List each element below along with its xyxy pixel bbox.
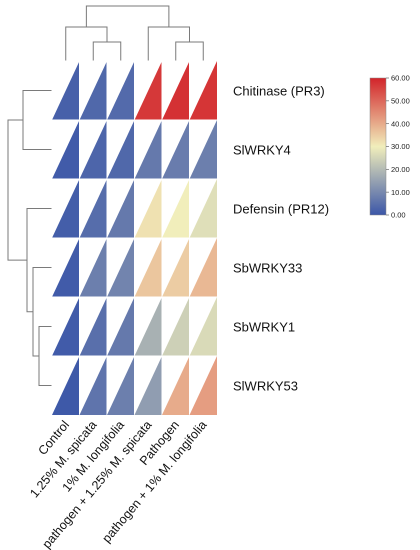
column-dendrogram [65, 5, 204, 61]
colorbar: 0.00 10.00 20.00 30.00 40.00 50.00 60.00 [369, 74, 410, 220]
cell-slwrky53-1-m-longifolia [107, 356, 135, 415]
cell-sbwrky33-pathogen [162, 238, 190, 297]
row-dendrogram-branch [22, 90, 52, 150]
cell-chitinase-pr3-control [52, 61, 80, 120]
cell-slwrky4-pathogen [162, 120, 190, 179]
cell-slwrky53-pathogen-1-m-longifolia [189, 356, 217, 415]
cell-slwrky4-pathogen-1-25-m-spicata [134, 120, 162, 179]
row-dendrogram-branch [32, 267, 52, 357]
cell-slwrky4-control [52, 120, 80, 179]
cell-sbwrky33-1-25-m-spicata [79, 238, 107, 297]
cell-chitinase-pr3-1-m-longifolia [107, 61, 135, 120]
column-dendrogram-branch [175, 41, 204, 61]
cell-slwrky4-pathogen-1-m-longifolia [189, 120, 217, 179]
column-dendrogram-branch [65, 26, 108, 61]
cell-slwrky53-1-25-m-spicata [79, 356, 107, 415]
cell-sbwrky1-1-25-m-spicata [79, 297, 107, 356]
row-labels: Chitinase (PR3) SlWRKY4 Defensin (PR12) SbW… [233, 84, 329, 394]
cell-defensin-pr12-pathogen [162, 179, 190, 238]
cell-slwrky4-1-25-m-spicata [79, 120, 107, 179]
heatmap-cells [51, 60, 218, 416]
cell-sbwrky33-1-m-longifolia [107, 238, 135, 297]
colorbar-tick-label: 50.00 [391, 96, 410, 105]
cell-chitinase-pr3-1-25-m-spicata [79, 61, 107, 120]
colorbar-tick-label: 10.00 [391, 188, 410, 197]
cell-slwrky53-pathogen [162, 356, 190, 415]
colorbar-gradient [369, 77, 387, 216]
colorbar-tick-label: 20.00 [391, 165, 410, 174]
cell-sbwrky33-pathogen-1-25-m-spicata [134, 238, 162, 297]
cell-defensin-pr12-pathogen-1-m-longifolia [189, 179, 217, 238]
cell-sbwrky1-pathogen-1-25-m-spicata [134, 297, 162, 356]
cell-chitinase-pr3-pathogen-1-m-longifolia [189, 61, 217, 120]
row-label-slwrky4: SlWRKY4 [233, 143, 291, 158]
column-dendrogram-branch [147, 26, 190, 61]
column-dendrogram-branch [85, 5, 170, 27]
cell-slwrky53-control [52, 356, 80, 415]
cell-sbwrky1-pathogen-1-m-longifolia [189, 297, 217, 356]
cell-chitinase-pr3-pathogen [162, 61, 190, 120]
cell-slwrky4-1-m-longifolia [107, 120, 135, 179]
row-label-slwrky53: SlWRKY53 [233, 379, 298, 394]
row-label-sbwrky33: SbWRKY33 [233, 261, 302, 276]
row-dendrogram [7, 90, 52, 386]
cell-chitinase-pr3-pathogen-1-25-m-spicata [134, 61, 162, 120]
row-dendrogram-branch [38, 326, 52, 386]
row-label-chitinase-pr3: Chitinase (PR3) [233, 84, 325, 99]
cell-defensin-pr12-control [52, 179, 80, 238]
column-dendrogram-branch [92, 41, 122, 61]
cell-sbwrky33-pathogen-1-m-longifolia [189, 238, 217, 297]
cell-slwrky53-pathogen-1-25-m-spicata [134, 356, 162, 415]
colorbar-tick-label: 0.00 [391, 211, 406, 220]
colorbar-tick-label: 30.00 [391, 142, 410, 151]
cell-sbwrky1-control [52, 297, 80, 356]
cell-defensin-pr12-1-m-longifolia [107, 179, 135, 238]
cell-sbwrky1-pathogen [162, 297, 190, 356]
colorbar-tick-label: 40.00 [391, 119, 410, 128]
row-dendrogram-branch [7, 119, 27, 261]
colorbar-tick-label: 60.00 [391, 74, 410, 83]
cell-defensin-pr12-pathogen-1-25-m-spicata [134, 179, 162, 238]
cell-sbwrky33-control [52, 238, 80, 297]
cell-sbwrky1-1-m-longifolia [107, 297, 135, 356]
cell-defensin-pr12-1-25-m-spicata [79, 179, 107, 238]
row-label-sbwrky1: SbWRKY1 [233, 320, 295, 335]
row-dendrogram-branch [26, 208, 52, 313]
row-label-defensin-pr12: Defensin (PR12) [233, 202, 329, 217]
colorbar-ticks: 0.00 10.00 20.00 30.00 40.00 50.00 60.00 [386, 74, 410, 220]
